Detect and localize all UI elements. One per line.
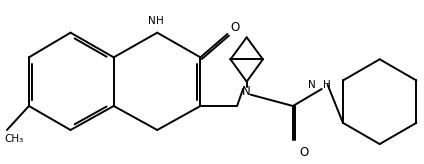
Text: CH₃: CH₃ bbox=[4, 134, 23, 144]
Text: N: N bbox=[308, 80, 316, 90]
Text: H: H bbox=[156, 16, 164, 26]
Text: N: N bbox=[148, 16, 156, 26]
Text: H: H bbox=[323, 80, 330, 90]
Text: O: O bbox=[300, 146, 309, 159]
Text: N: N bbox=[242, 85, 251, 98]
Text: O: O bbox=[231, 21, 240, 34]
